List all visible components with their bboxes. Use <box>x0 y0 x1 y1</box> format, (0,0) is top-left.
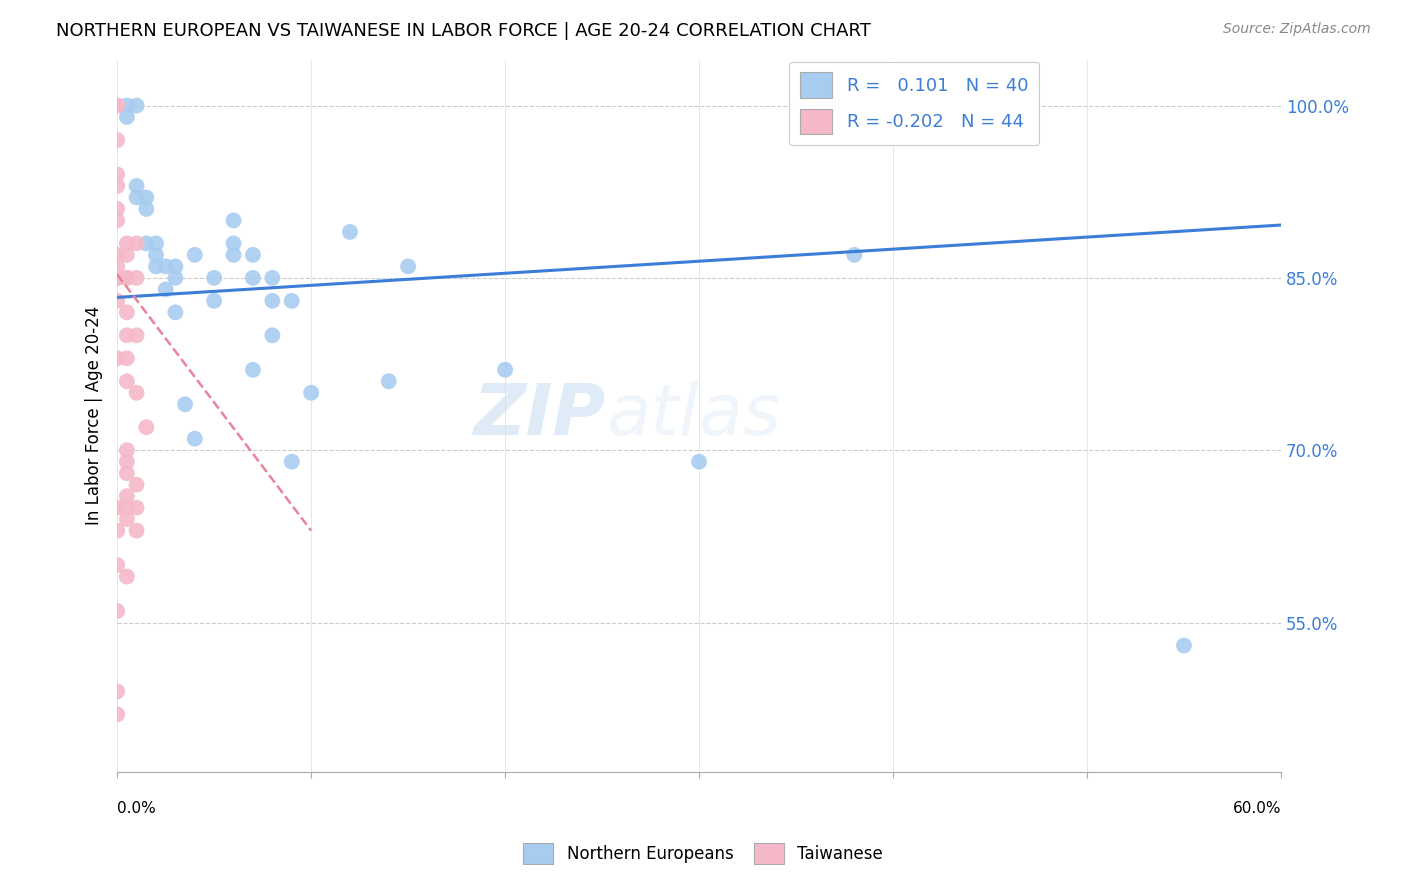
Point <box>125 236 148 251</box>
Point <box>174 397 197 411</box>
Point <box>105 351 128 366</box>
Point <box>115 271 138 285</box>
Point <box>242 248 264 262</box>
Point <box>105 178 128 193</box>
Point <box>115 271 138 285</box>
Text: 60.0%: 60.0% <box>1233 801 1281 815</box>
Point <box>281 293 304 308</box>
Point <box>105 98 128 112</box>
Point <box>222 236 245 251</box>
Point <box>125 271 148 285</box>
Point <box>377 374 399 388</box>
Point <box>115 248 138 262</box>
Point <box>105 500 128 515</box>
Point <box>115 443 138 458</box>
Point <box>165 305 187 319</box>
Point <box>135 236 157 251</box>
Text: 0.0%: 0.0% <box>117 801 156 815</box>
Point <box>115 455 138 469</box>
Text: ZIP: ZIP <box>474 381 606 450</box>
Point <box>105 707 128 722</box>
Point <box>115 351 138 366</box>
Point <box>135 202 157 216</box>
Point <box>105 248 128 262</box>
Point <box>145 248 167 262</box>
Point <box>202 271 225 285</box>
Text: NORTHERN EUROPEAN VS TAIWANESE IN LABOR FORCE | AGE 20-24 CORRELATION CHART: NORTHERN EUROPEAN VS TAIWANESE IN LABOR … <box>56 22 872 40</box>
Point <box>222 213 245 227</box>
Point <box>135 420 157 434</box>
Point <box>262 271 284 285</box>
Point <box>115 110 138 124</box>
Point <box>115 271 138 285</box>
Point <box>105 293 128 308</box>
Point <box>125 328 148 343</box>
Point <box>105 271 128 285</box>
Point <box>115 374 138 388</box>
Point <box>105 98 128 112</box>
Point <box>105 202 128 216</box>
Point <box>125 98 148 112</box>
Point <box>299 385 322 400</box>
Point <box>115 98 138 112</box>
Point <box>125 178 148 193</box>
Point <box>135 190 157 204</box>
Point <box>115 569 138 583</box>
Point <box>1173 639 1195 653</box>
Legend: Northern Europeans, Taiwanese: Northern Europeans, Taiwanese <box>517 837 889 871</box>
Point <box>262 293 284 308</box>
Text: Source: ZipAtlas.com: Source: ZipAtlas.com <box>1223 22 1371 37</box>
Point <box>155 260 177 274</box>
Point <box>165 271 187 285</box>
Point <box>155 282 177 296</box>
Point <box>125 500 148 515</box>
Point <box>115 500 138 515</box>
Point <box>105 524 128 538</box>
Point <box>184 248 207 262</box>
Point <box>115 305 138 319</box>
Point <box>145 260 167 274</box>
Point <box>125 190 148 204</box>
Y-axis label: In Labor Force | Age 20-24: In Labor Force | Age 20-24 <box>86 306 103 525</box>
Point <box>494 363 516 377</box>
Point <box>242 271 264 285</box>
Point <box>105 558 128 572</box>
Point <box>125 477 148 491</box>
Point <box>115 489 138 503</box>
Point <box>105 213 128 227</box>
Point <box>165 260 187 274</box>
Point <box>115 512 138 526</box>
Point <box>105 168 128 182</box>
Point <box>125 524 148 538</box>
Point <box>105 133 128 147</box>
Point <box>105 271 128 285</box>
Point <box>145 236 167 251</box>
Point <box>844 248 866 262</box>
Point <box>339 225 361 239</box>
Point <box>105 260 128 274</box>
Point <box>222 248 245 262</box>
Point <box>688 455 710 469</box>
Point <box>115 236 138 251</box>
Point <box>262 328 284 343</box>
Point <box>184 432 207 446</box>
Point <box>115 328 138 343</box>
Point <box>105 684 128 698</box>
Point <box>396 260 419 274</box>
Text: atlas: atlas <box>606 381 780 450</box>
Point <box>125 385 148 400</box>
Point <box>281 455 304 469</box>
Point <box>202 293 225 308</box>
Point <box>115 466 138 480</box>
Point <box>105 604 128 618</box>
Legend: R =   0.101   N = 40, R = -0.202   N = 44: R = 0.101 N = 40, R = -0.202 N = 44 <box>789 62 1039 145</box>
Point <box>105 271 128 285</box>
Point <box>242 363 264 377</box>
